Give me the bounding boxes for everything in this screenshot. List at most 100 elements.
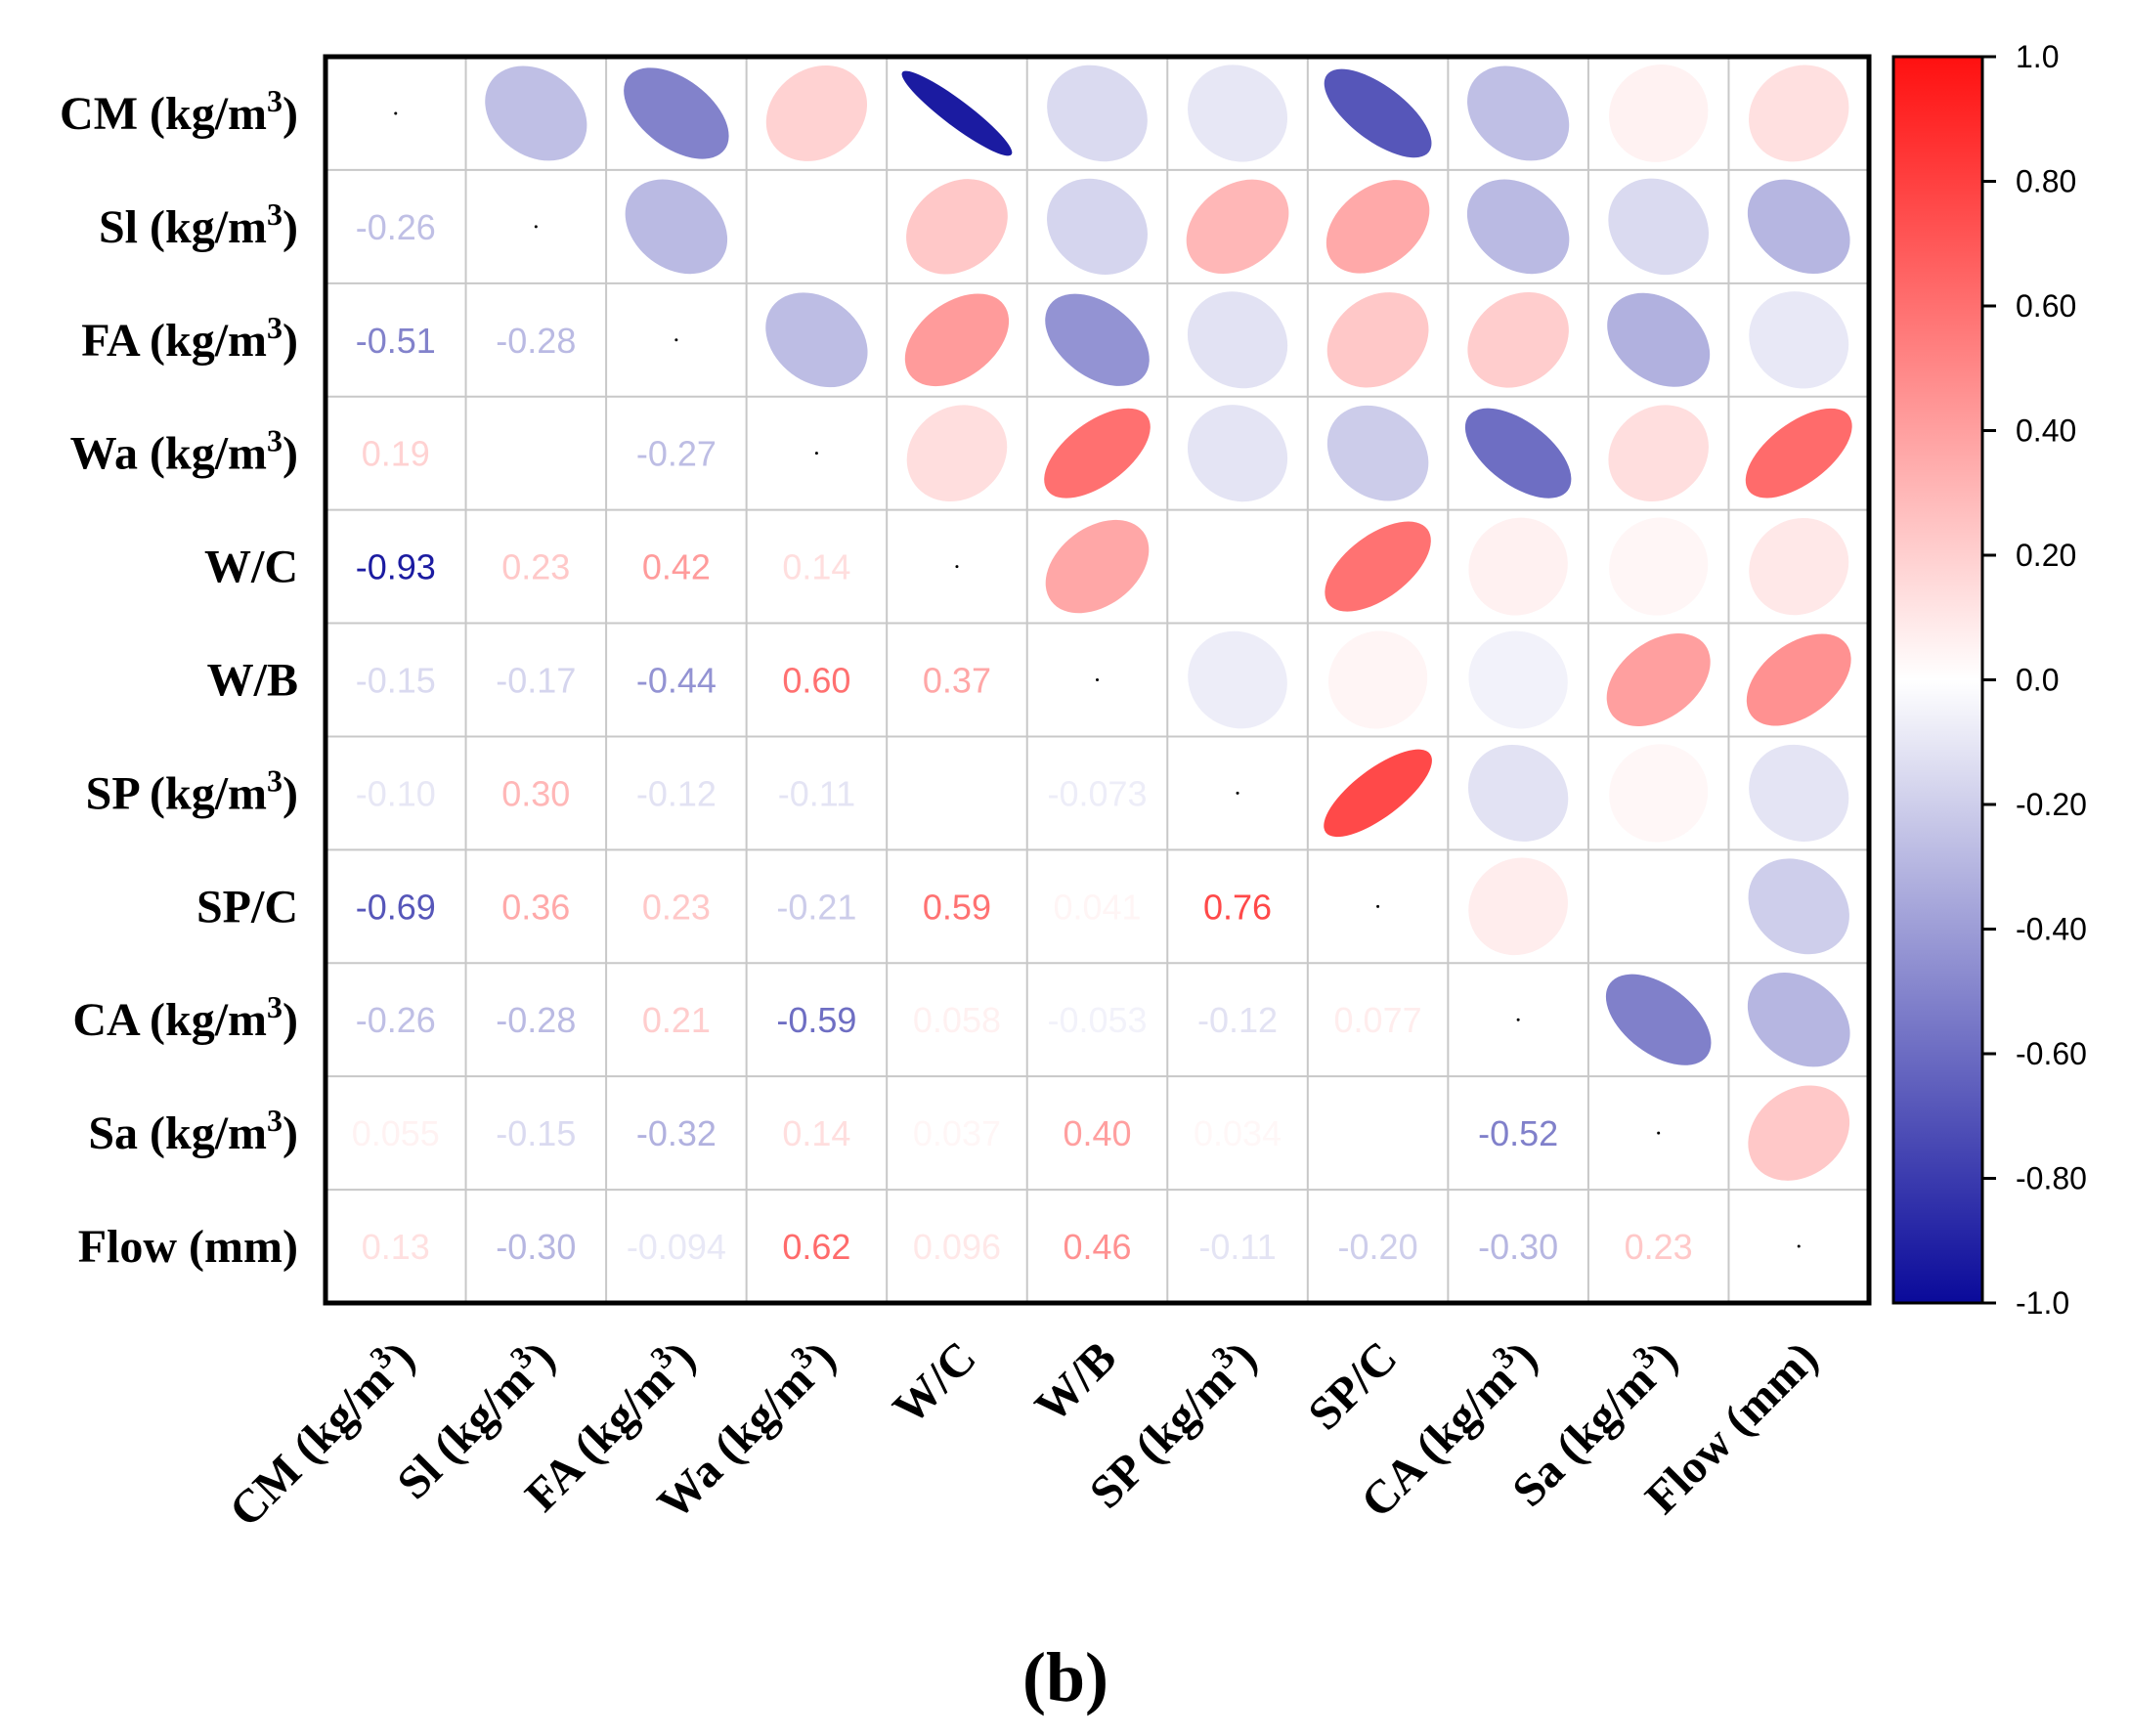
colorbar-ticks: 1.0 0.80 0.60 0.40 0.20 0.0 -0.20 -0.40 -0.60 -0.… [1982, 39, 2087, 1321]
correlation-value: 0.041 [1053, 887, 1141, 927]
correlation-ellipse [1468, 517, 1568, 616]
y-axis-label: SP/C [196, 881, 298, 933]
correlation-value: 0.59 [923, 887, 991, 927]
correlation-ellipse [904, 293, 1010, 387]
correlation-value: 0.037 [913, 1113, 1001, 1153]
diagonal-dot [1236, 791, 1239, 795]
correlation-ellipse [906, 405, 1008, 502]
correlation-value: -0.20 [1338, 1227, 1418, 1267]
correlation-ellipse [1188, 630, 1287, 729]
correlation-value: 0.62 [782, 1227, 850, 1267]
correlation-value: -0.15 [356, 661, 436, 701]
y-axis-label: CA (kg/m3) [72, 989, 298, 1046]
ellipse-cells [394, 65, 1852, 1248]
x-axis-label: W/C [883, 1331, 985, 1434]
correlation-value: 0.21 [642, 1000, 711, 1040]
correlation-ellipse [1749, 291, 1849, 389]
correlation-value: -0.12 [636, 773, 717, 813]
diagonal-dot [394, 111, 398, 115]
y-axis-label: SP (kg/m3) [86, 762, 298, 819]
correlation-value: -0.30 [496, 1227, 576, 1267]
correlation-ellipse [1745, 408, 1852, 499]
correlation-value: 0.30 [501, 773, 570, 813]
correlation-value: 0.14 [782, 547, 850, 587]
correlation-ellipse [1466, 179, 1570, 275]
correlation-ellipse [1747, 179, 1850, 275]
correlation-ellipse [1605, 974, 1712, 1065]
correlation-ellipse [624, 67, 729, 159]
correlation-ellipse [1186, 179, 1289, 275]
y-axis-label: Wa (kg/m3) [70, 423, 298, 480]
correlation-ellipse [1749, 65, 1849, 162]
diagonal-dot [1657, 1131, 1661, 1135]
correlation-value: -0.17 [496, 661, 576, 701]
colorbar-gradient [1891, 55, 1984, 1305]
correlation-ellipse [1325, 180, 1430, 274]
correlation-value: 0.60 [782, 661, 850, 701]
correlation-value: 0.23 [642, 887, 711, 927]
y-axis-label: CM (kg/m3) [60, 83, 298, 140]
diagonal-dot [534, 225, 538, 229]
correlation-ellipse [1467, 291, 1569, 388]
correlation-ellipse [1327, 630, 1428, 729]
correlation-ellipse [1468, 857, 1568, 956]
coefficient-labels: -0.26 -0.51 -0.28 0.19 -0.0019 -0.27 -0.93 0.23… [352, 207, 1693, 1267]
y-axis-labels: CM (kg/m3) Sl (kg/m3) FA (kg/m3) Wa (kg/m3)… [60, 83, 298, 1273]
colorbar-tick-label: 0.60 [2016, 288, 2076, 324]
figure-caption: (b) [1022, 1638, 1108, 1716]
correlation-value: 0.13 [362, 1227, 430, 1267]
correlation-value: 0.23 [501, 547, 570, 587]
correlation-ellipse [485, 65, 587, 161]
y-axis-label: Flow (mm) [78, 1221, 298, 1273]
correlation-ellipse [1609, 517, 1709, 616]
correlation-value: 0.42 [642, 547, 711, 587]
correlation-value: -0.30 [1478, 1227, 1558, 1267]
correlation-value: 0.055 [352, 1113, 440, 1153]
colorbar-tick-label: -0.20 [2016, 787, 2087, 822]
colorbar-tick-label: -0.80 [2016, 1161, 2087, 1196]
correlation-ellipse [1748, 1085, 1850, 1181]
correlation-value: -0.11 [1198, 1227, 1276, 1267]
correlation-value: -0.59 [776, 1000, 856, 1040]
correlation-value: 0.058 [913, 1000, 1001, 1040]
y-axis-label: Sa (kg/m3) [88, 1103, 298, 1159]
correlation-value: -0.52 [1478, 1113, 1558, 1153]
correlation-ellipse [1748, 858, 1849, 955]
correlation-ellipse [1187, 291, 1288, 389]
correlation-value: -0.28 [496, 321, 576, 361]
correlation-ellipse [1188, 65, 1288, 162]
correlation-ellipse [1607, 292, 1711, 387]
colorbar-tick-label: -0.40 [2016, 912, 2087, 947]
correlation-ellipse [765, 292, 868, 388]
colorbar-tick-label: 0.0 [2016, 663, 2059, 698]
correlation-value: 0.37 [923, 661, 991, 701]
correlation-value: -0.28 [496, 1000, 576, 1040]
correlation-ellipse [1047, 65, 1148, 162]
plot-frame [323, 54, 1872, 1306]
correlation-value: 0.76 [1203, 887, 1272, 927]
correlation-ellipse [1468, 630, 1568, 729]
correlation-ellipse [901, 70, 1013, 156]
correlation-value: -0.44 [636, 661, 717, 701]
x-axis-label: CM (kg/m3) [216, 1328, 425, 1538]
correlation-value: -0.094 [627, 1227, 726, 1267]
colorbar-tick-label: 0.40 [2016, 413, 2076, 449]
correlation-value: 0.46 [1063, 1227, 1131, 1267]
correlation-value: 0.36 [501, 887, 570, 927]
correlation-value: 0.14 [782, 1113, 850, 1153]
correlation-ellipse [1044, 408, 1151, 499]
colorbar-tick-label: -0.60 [2016, 1036, 2087, 1071]
correlation-ellipse [1609, 744, 1709, 843]
diagonal-dot [814, 452, 818, 456]
correlation-value: -0.12 [1197, 1000, 1278, 1040]
x-axis-labels: CM (kg/m3)Sl (kg/m3)FA (kg/m3)Wa (kg/m3)… [216, 1328, 1828, 1538]
correlation-value: -0.15 [496, 1113, 576, 1153]
diagonal-dot [1797, 1244, 1801, 1248]
correlation-ellipse [1606, 633, 1711, 726]
correlation-ellipse [1608, 65, 1709, 162]
correlation-ellipse [1747, 973, 1850, 1067]
colorbar-tick-label: 1.0 [2016, 39, 2059, 74]
colorbar-tick-label: 0.80 [2016, 164, 2076, 199]
